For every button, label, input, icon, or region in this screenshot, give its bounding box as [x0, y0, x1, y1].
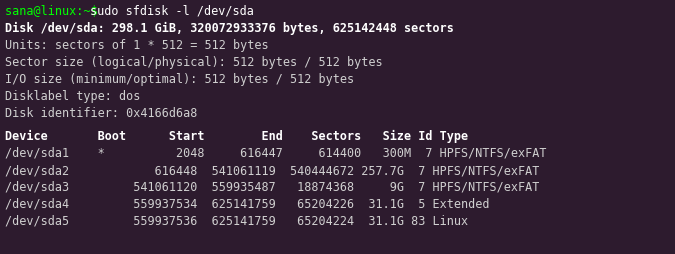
Text: sana@linux:~$: sana@linux:~$ [5, 5, 105, 18]
Text: /dev/sda5         559937536  625141759   65204224  31.1G 83 Linux: /dev/sda5 559937536 625141759 65204224 3… [5, 214, 468, 227]
Text: I/O size (minimum/optimal): 512 bytes / 512 bytes: I/O size (minimum/optimal): 512 bytes / … [5, 73, 354, 86]
Text: /dev/sda4         559937534  625141759   65204226  31.1G  5 Extended: /dev/sda4 559937534 625141759 65204226 3… [5, 197, 489, 210]
Text: Sector size (logical/physical): 512 bytes / 512 bytes: Sector size (logical/physical): 512 byte… [5, 56, 383, 69]
Text: Disk identifier: 0x4166d6a8: Disk identifier: 0x4166d6a8 [5, 107, 197, 120]
Text: sudo sfdisk -l /dev/sda: sudo sfdisk -l /dev/sda [90, 5, 254, 18]
Text: Units: sectors of 1 * 512 = 512 bytes: Units: sectors of 1 * 512 = 512 bytes [5, 39, 269, 52]
Text: /dev/sda1    *          2048     616447     614400   300M  7 HPFS/NTFS/exFAT: /dev/sda1 * 2048 616447 614400 300M 7 HP… [5, 146, 547, 159]
Text: /dev/sda2            616448  541061119  540444672 257.7G  7 HPFS/NTFS/exFAT: /dev/sda2 616448 541061119 540444672 257… [5, 163, 539, 176]
Text: Disk /dev/sda: 298.1 GiB, 320072933376 bytes, 625142448 sectors: Disk /dev/sda: 298.1 GiB, 320072933376 b… [5, 22, 454, 35]
Text: /dev/sda3         541061120  559935487   18874368     9G  7 HPFS/NTFS/exFAT: /dev/sda3 541061120 559935487 18874368 9… [5, 180, 539, 193]
Text: Device       Boot      Start        End    Sectors   Size Id Type: Device Boot Start End Sectors Size Id Ty… [5, 130, 468, 142]
Text: Disklabel type: dos: Disklabel type: dos [5, 90, 140, 103]
